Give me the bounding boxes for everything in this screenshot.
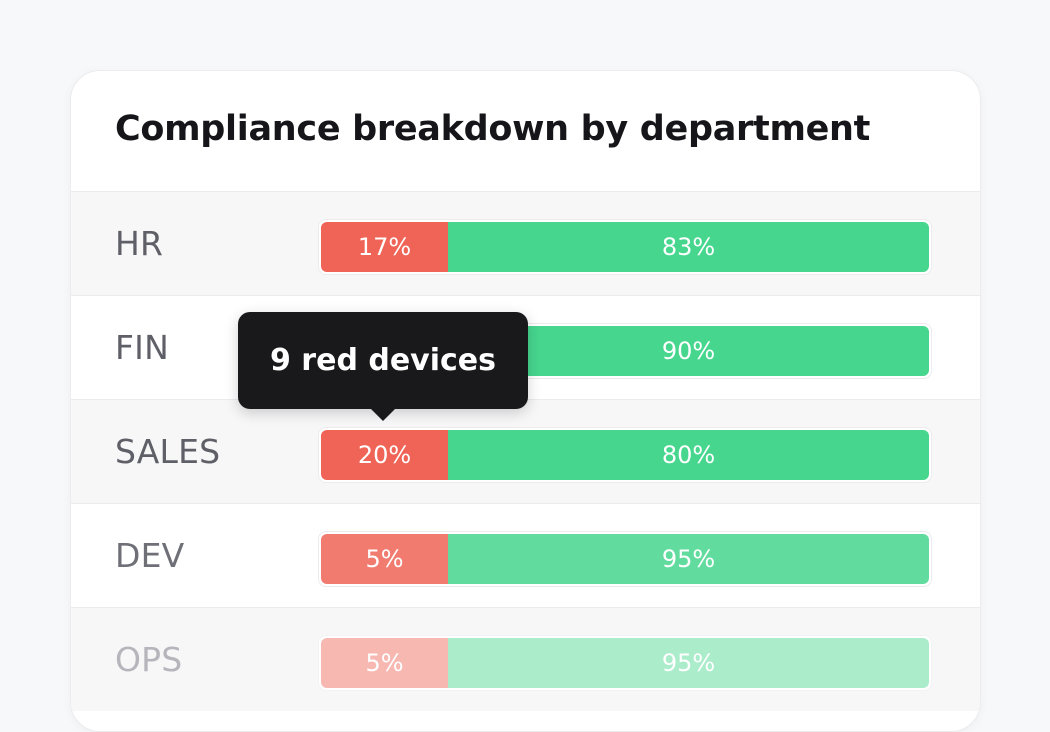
non-compliant-segment[interactable]: 5% [321, 534, 448, 584]
department-row-dev[interactable]: DEV 5% 95% [71, 503, 980, 607]
department-label: HR [115, 224, 164, 263]
compliant-segment[interactable]: 83% [448, 222, 929, 272]
non-compliant-segment[interactable]: 20% [321, 430, 448, 480]
compliant-segment[interactable]: 90% [448, 326, 929, 376]
department-label: SALES [115, 432, 221, 471]
compliance-card: Compliance breakdown by department HR 17… [70, 70, 981, 732]
compliance-bar[interactable]: 5% 95% [318, 531, 932, 587]
compliance-bar[interactable]: 17% 83% [318, 219, 932, 275]
department-row-sales[interactable]: SALES 20% 80% [71, 399, 980, 503]
department-list: HR 17% 83% FIN 90% SALES 20% [71, 191, 980, 711]
department-label: OPS [115, 640, 183, 679]
compliance-bar[interactable]: 5% 95% [318, 635, 932, 691]
red-devices-tooltip: 9 red devices [238, 312, 528, 421]
department-label: DEV [115, 536, 185, 575]
compliant-segment[interactable]: 95% [448, 638, 929, 688]
compliant-segment[interactable]: 95% [448, 534, 929, 584]
card-title: Compliance breakdown by department [115, 109, 871, 149]
compliance-bar[interactable]: 20% 80% [318, 427, 932, 483]
tooltip-arrow [370, 408, 396, 421]
department-row-hr[interactable]: HR 17% 83% [71, 191, 980, 295]
department-label: FIN [115, 328, 169, 367]
non-compliant-segment[interactable]: 5% [321, 638, 448, 688]
tooltip-text: 9 red devices [269, 343, 497, 378]
compliant-segment[interactable]: 80% [448, 430, 929, 480]
non-compliant-segment[interactable]: 17% [321, 222, 448, 272]
department-row-ops[interactable]: OPS 5% 95% [71, 607, 980, 711]
